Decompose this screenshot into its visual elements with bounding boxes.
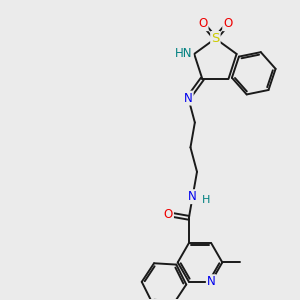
- Text: O: O: [198, 17, 208, 30]
- Text: S: S: [211, 32, 220, 45]
- Text: O: O: [164, 208, 173, 221]
- Text: HN: HN: [175, 47, 193, 60]
- Text: N: N: [207, 275, 216, 288]
- Text: N: N: [184, 92, 193, 105]
- Text: O: O: [223, 17, 232, 30]
- Text: H: H: [202, 195, 211, 205]
- Text: N: N: [188, 190, 197, 203]
